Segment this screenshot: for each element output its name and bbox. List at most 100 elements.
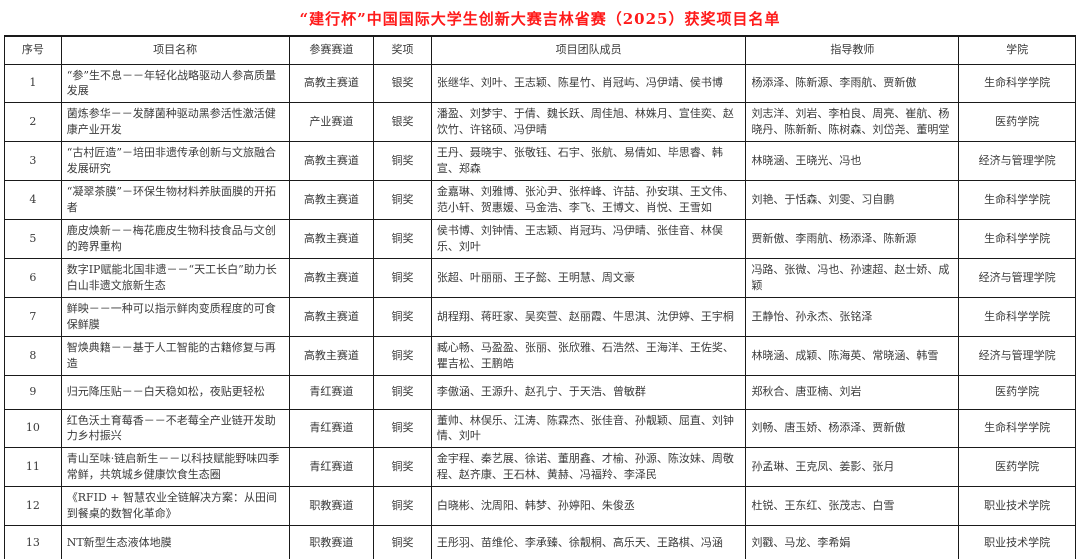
- cell-members: 侯书博、刘钟情、王志颖、肖冠玙、冯伊晴、张佳音、林俣乐、刘叶: [430, 219, 747, 259]
- cell-project-name: “参”生不息－－年轻化战略驱动人参高质量发展: [60, 63, 290, 104]
- cell-index: 13: [4, 525, 62, 559]
- cell-project-name: 数字IP赋能北国非遗－－“天工长白”助力长白山非遗文旅新生态: [60, 257, 290, 298]
- cell-track: 职教赛道: [288, 525, 375, 559]
- cell-advisors: 贾新傲、李雨航、杨添泽、陈新源: [745, 219, 960, 259]
- table-row: 13 NT新型生态液体地膜 职教赛道 铜奖 王彤羽、苗维伦、李承臻、徐靓桐、高乐…: [4, 525, 1076, 559]
- cell-index: 8: [4, 335, 62, 376]
- cell-project-name: “古村匠造”－培田非遗传承创新与文旅融合发展研究: [60, 141, 290, 182]
- cell-track: 青红赛道: [288, 374, 375, 410]
- cell-advisors: 刘戳、马龙、李希娟: [745, 525, 960, 559]
- cell-members: 白晓彬、沈周阳、韩梦、孙婷阳、朱俊丞: [430, 486, 747, 527]
- cell-members: 臧心畅、马盈盈、张丽、张欣雅、石浩然、王海洋、王佐奖、瞿吉松、王鹏皓: [430, 335, 747, 376]
- cell-track: 产业赛道: [288, 102, 375, 143]
- cell-index: 11: [4, 447, 62, 488]
- cell-project-name: 青山至味·链启新生－－以科技赋能野味四季常鲜，共筑城乡健康饮食生态圈: [60, 447, 290, 488]
- cell-track: 高教主赛道: [288, 219, 375, 259]
- award-table: 序号 项目名称 参赛赛道 奖项 项目团队成员 指导教师 学院 1 “参”生不息－…: [4, 35, 1076, 559]
- cell-project-name: 菌炼参华－－发酵菌种驱动黑参活性激活健康产业开发: [60, 102, 290, 143]
- cell-members: 王丹、聂晓宇、张敬钰、石宇、张航、易倩如、毕思睿、韩宣、郑森: [430, 141, 747, 182]
- cell-advisors: 刘畅、唐玉娇、杨添泽、贾新傲: [745, 408, 960, 449]
- page-title: “建行杯”中国国际大学生创新大赛吉林省赛（2025）获奖项目名单: [299, 10, 781, 28]
- cell-award: 铜奖: [373, 374, 432, 410]
- cell-index: 4: [4, 180, 62, 220]
- table-header: 序号 项目名称 参赛赛道 奖项 项目团队成员 指导教师 学院: [4, 35, 1076, 65]
- cell-members: 潘盈、刘梦宇、于倩、魏长跃、周佳旭、林姝月、宣佳奕、赵饮竹、许铭硕、冯伊晴: [430, 102, 747, 143]
- column-header-name: 项目名称: [60, 35, 290, 65]
- cell-project-name: 归元降压贴－－白天稳如松，夜贴更轻松: [60, 374, 290, 410]
- cell-advisors: 林晓涵、成颖、陈海英、常晓涵、韩雪: [745, 335, 960, 376]
- table-row: 5 鹿皮焕新－－梅花鹿皮生物科技食品与文创的跨界重构 高教主赛道 铜奖 侯书博、…: [4, 219, 1076, 259]
- cell-advisors: 林晓涵、王晓光、冯也: [745, 141, 960, 182]
- cell-award: 铜奖: [373, 296, 432, 337]
- cell-college: 医药学院: [958, 447, 1076, 488]
- cell-award: 铜奖: [373, 525, 432, 559]
- cell-track: 高教主赛道: [288, 257, 375, 298]
- cell-award: 铜奖: [373, 141, 432, 182]
- cell-track: 青红赛道: [288, 408, 375, 449]
- cell-advisors: 冯路、张微、冯也、孙速超、赵士娇、成颖: [745, 257, 960, 298]
- cell-award: 银奖: [373, 102, 432, 143]
- column-header-members: 项目团队成员: [430, 35, 747, 65]
- cell-project-name: NT新型生态液体地膜: [60, 525, 290, 559]
- column-header-award: 奖项: [373, 35, 432, 65]
- cell-project-name: 智焕典籍－－基于人工智能的古籍修复与再造: [60, 335, 290, 376]
- cell-members: 金嘉琳、刘雅博、张沁尹、张梓峰、许喆、孙安琪、王文伟、范小轩、贺惠媛、马金浩、李…: [430, 180, 747, 220]
- cell-index: 3: [4, 141, 62, 182]
- table-row: 11 青山至味·链启新生－－以科技赋能野味四季常鲜，共筑城乡健康饮食生态圈 青红…: [4, 447, 1076, 488]
- cell-index: 2: [4, 102, 62, 143]
- table-row: 1 “参”生不息－－年轻化战略驱动人参高质量发展 高教主赛道 银奖 张继华、刘叶…: [4, 63, 1076, 104]
- cell-index: 5: [4, 219, 62, 259]
- cell-college: 生命科学学院: [958, 219, 1076, 259]
- column-header-college: 学院: [958, 35, 1076, 65]
- cell-index: 7: [4, 296, 62, 337]
- cell-award: 铜奖: [373, 486, 432, 527]
- cell-project-name: “凝翠茶膜”－环保生物材料养肤面膜的开拓者: [60, 180, 290, 220]
- cell-members: 王彤羽、苗维伦、李承臻、徐靓桐、高乐天、王路棋、冯涵: [430, 525, 747, 559]
- cell-index: 12: [4, 486, 62, 527]
- cell-track: 职教赛道: [288, 486, 375, 527]
- cell-award: 铜奖: [373, 180, 432, 220]
- table-row: 9 归元降压贴－－白天稳如松，夜贴更轻松 青红赛道 铜奖 李傲涵、王源升、赵孔宁…: [4, 374, 1076, 410]
- cell-advisors: 郑秋合、唐亚楠、刘岩: [745, 374, 960, 410]
- cell-college: 医药学院: [958, 102, 1076, 143]
- cell-award: 银奖: [373, 63, 432, 104]
- cell-project-name: 《RFID + 智慧农业全链解决方案：从田间到餐桌的数智化革命》: [60, 486, 290, 527]
- cell-track: 高教主赛道: [288, 63, 375, 104]
- cell-college: 医药学院: [958, 374, 1076, 410]
- column-header-index: 序号: [4, 35, 62, 65]
- cell-project-name: 红色沃土育莓香－－不老莓全产业链开发助力乡村振兴: [60, 408, 290, 449]
- cell-track: 高教主赛道: [288, 141, 375, 182]
- cell-college: 生命科学学院: [958, 296, 1076, 337]
- cell-college: 职业技术学院: [958, 525, 1076, 559]
- column-header-track: 参赛赛道: [288, 35, 375, 65]
- table-row: 4 “凝翠茶膜”－环保生物材料养肤面膜的开拓者 高教主赛道 铜奖 金嘉琳、刘雅博…: [4, 180, 1076, 220]
- cell-track: 青红赛道: [288, 447, 375, 488]
- cell-college: 职业技术学院: [958, 486, 1076, 527]
- table-row: 8 智焕典籍－－基于人工智能的古籍修复与再造 高教主赛道 铜奖 臧心畅、马盈盈、…: [4, 335, 1076, 376]
- cell-college: 生命科学学院: [958, 408, 1076, 449]
- cell-track: 高教主赛道: [288, 180, 375, 220]
- cell-advisors: 杨添泽、陈新源、李雨航、贾新傲: [745, 63, 960, 104]
- cell-college: 生命科学学院: [958, 63, 1076, 104]
- table-body: 1 “参”生不息－－年轻化战略驱动人参高质量发展 高教主赛道 银奖 张继华、刘叶…: [4, 63, 1076, 559]
- cell-advisors: 刘志洋、刘岩、李柏良、周亮、崔航、杨晓丹、陈新新、陈树森、刘岱尧、董明堂: [745, 102, 960, 143]
- table-row: 3 “古村匠造”－培田非遗传承创新与文旅融合发展研究 高教主赛道 铜奖 王丹、聂…: [4, 141, 1076, 182]
- table-row: 6 数字IP赋能北国非遗－－“天工长白”助力长白山非遗文旅新生态 高教主赛道 铜…: [4, 257, 1076, 298]
- table-row: 2 菌炼参华－－发酵菌种驱动黑参活性激活健康产业开发 产业赛道 银奖 潘盈、刘梦…: [4, 102, 1076, 143]
- cell-members: 董帅、林俣乐、江涛、陈霖杰、张佳音、孙靓颖、屈直、刘钟情、刘叶: [430, 408, 747, 449]
- table-row: 12 《RFID + 智慧农业全链解决方案：从田间到餐桌的数智化革命》 职教赛道…: [4, 486, 1076, 527]
- cell-advisors: 刘艳、于恬森、刘雯、习自鹏: [745, 180, 960, 220]
- cell-members: 张继华、刘叶、王志颖、陈星竹、肖冠屿、冯伊靖、侯书博: [430, 63, 747, 104]
- cell-college: 经济与管理学院: [958, 257, 1076, 298]
- cell-members: 张超、叶丽丽、王子懿、王明慧、周文豪: [430, 257, 747, 298]
- cell-track: 高教主赛道: [288, 296, 375, 337]
- cell-award: 铜奖: [373, 219, 432, 259]
- cell-college: 经济与管理学院: [958, 335, 1076, 376]
- cell-award: 铜奖: [373, 408, 432, 449]
- cell-members: 李傲涵、王源升、赵孔宁、于天浩、曾敏群: [430, 374, 747, 410]
- table-row: 10 红色沃土育莓香－－不老莓全产业链开发助力乡村振兴 青红赛道 铜奖 董帅、林…: [4, 408, 1076, 449]
- cell-index: 6: [4, 257, 62, 298]
- cell-advisors: 杜锐、王东红、张茂志、白雪: [745, 486, 960, 527]
- cell-index: 9: [4, 374, 62, 410]
